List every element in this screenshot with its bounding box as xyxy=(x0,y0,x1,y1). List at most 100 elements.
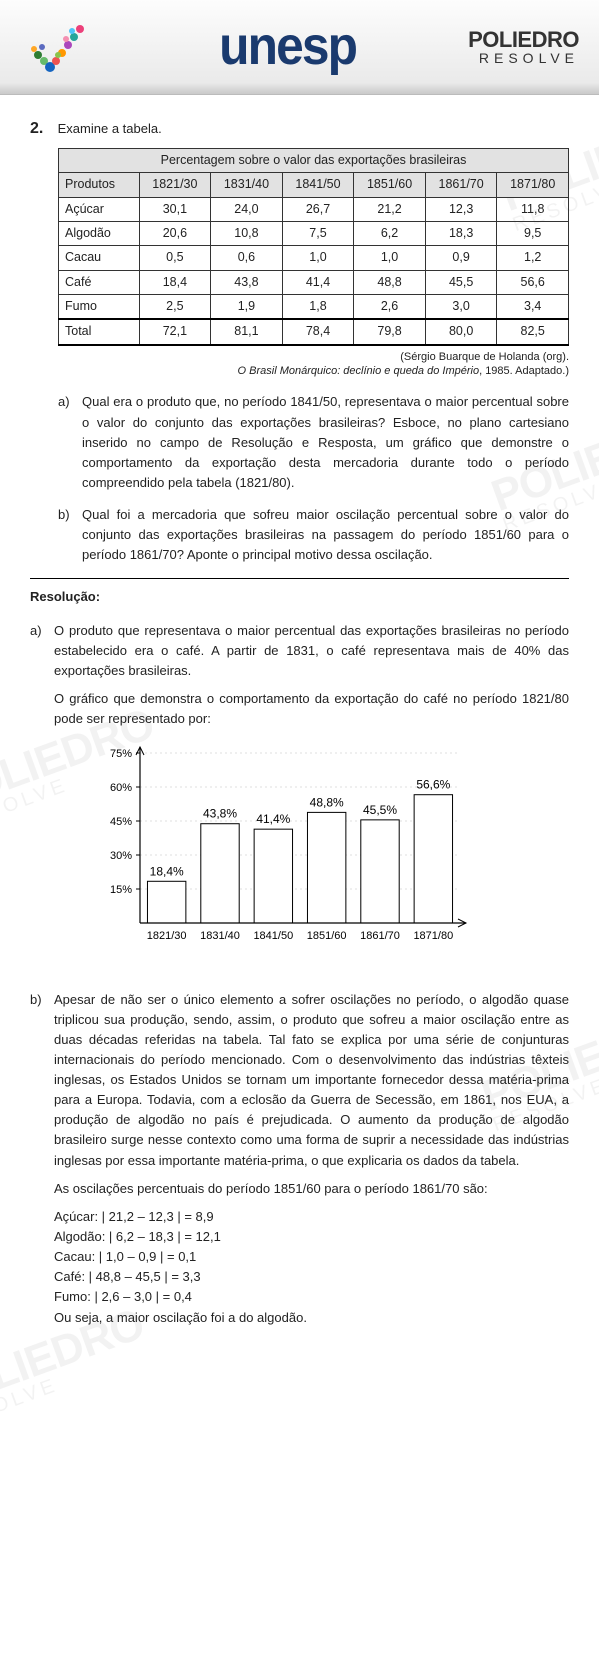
table-cell: 80,0 xyxy=(425,319,497,344)
svg-text:1841/50: 1841/50 xyxy=(253,930,293,942)
table-cell: 0,6 xyxy=(211,246,283,270)
svg-text:45%: 45% xyxy=(110,816,132,828)
table-cell: 45,5 xyxy=(425,270,497,294)
data-table: Percentagem sobre o valor das exportaçõe… xyxy=(58,148,569,346)
brand-main: unesp xyxy=(139,5,428,89)
calc-line: Algodão: | 6,2 – 18,3 | = 12,1 xyxy=(54,1227,569,1247)
svg-text:75%: 75% xyxy=(110,748,132,760)
separator xyxy=(30,578,569,579)
svg-text:56,6%: 56,6% xyxy=(416,778,450,792)
part-text: Qual era o produto que, no período 1841/… xyxy=(82,392,569,493)
svg-text:15%: 15% xyxy=(110,884,132,896)
svg-text:30%: 30% xyxy=(110,850,132,862)
table-cell: 20,6 xyxy=(139,221,211,245)
table-row: Cacau0,50,61,01,00,91,2 xyxy=(59,246,569,270)
calc-lines: Açúcar: | 21,2 – 12,3 | = 8,9Algodão: | … xyxy=(54,1207,569,1308)
calc-line: Fumo: | 2,6 – 3,0 | = 0,4 xyxy=(54,1287,569,1307)
source-line1: (Sérgio Buarque de Holanda (org). xyxy=(400,351,569,363)
source-rest: , 1985. Adaptado.) xyxy=(479,365,569,377)
table-row-total: Total72,181,178,479,880,082,5 xyxy=(59,319,569,344)
table-cell: 2,6 xyxy=(354,295,426,320)
table-head-cell: 1821/30 xyxy=(139,173,211,197)
part-label: b) xyxy=(58,505,82,565)
answer-part-a: a) O produto que representava o maior pe… xyxy=(30,621,569,976)
table-head-cell: 1851/60 xyxy=(354,173,426,197)
table-caption: Percentagem sobre o valor das exportaçõe… xyxy=(59,148,569,172)
resolution-heading: Resolução: xyxy=(30,587,569,607)
svg-text:48,8%: 48,8% xyxy=(310,796,344,810)
question-number: 2. xyxy=(30,117,54,142)
table-cell: Algodão xyxy=(59,221,140,245)
table-row: Algodão20,610,87,56,218,39,5 xyxy=(59,221,569,245)
part-text: Qual foi a mercadoria que sofreu maior o… xyxy=(82,505,569,565)
table-cell: 78,4 xyxy=(282,319,354,344)
svg-text:43,8%: 43,8% xyxy=(203,807,237,821)
svg-text:18,4%: 18,4% xyxy=(150,865,184,879)
table-source: (Sérgio Buarque de Holanda (org). O Bras… xyxy=(58,350,569,379)
question-part-b: b) Qual foi a mercadoria que sofreu maio… xyxy=(58,505,569,565)
table-cell: 1,8 xyxy=(282,295,354,320)
table-cell: 11,8 xyxy=(497,197,569,221)
table-cell: Cacau xyxy=(59,246,140,270)
table-cell: 56,6 xyxy=(497,270,569,294)
svg-text:1851/60: 1851/60 xyxy=(307,930,347,942)
part-label: b) xyxy=(30,990,54,1336)
svg-text:1821/30: 1821/30 xyxy=(147,930,187,942)
table-cell: 10,8 xyxy=(211,221,283,245)
table-cell: Fumo xyxy=(59,295,140,320)
answer-a-p2: O gráfico que demonstra o comportamento … xyxy=(54,689,569,729)
source-title: O Brasil Monárquico: declínio e queda do… xyxy=(238,365,480,377)
brand-right-line1: POLIEDRO xyxy=(468,29,579,51)
brand-right-line2: RESOLVE xyxy=(468,51,579,65)
table-head-cell: 1861/70 xyxy=(425,173,497,197)
table-cell: 21,2 xyxy=(354,197,426,221)
table-cell: 41,4 xyxy=(282,270,354,294)
table-cell: 81,1 xyxy=(211,319,283,344)
svg-text:1861/70: 1861/70 xyxy=(360,930,400,942)
question-part-a: a) Qual era o produto que, no período 18… xyxy=(58,392,569,493)
table-cell: 72,1 xyxy=(139,319,211,344)
calc-line: Açúcar: | 21,2 – 12,3 | = 8,9 xyxy=(54,1207,569,1227)
table-cell: 2,5 xyxy=(139,295,211,320)
table-cell: 9,5 xyxy=(497,221,569,245)
table-cell: 0,5 xyxy=(139,246,211,270)
table-head-cell: Produtos xyxy=(59,173,140,197)
table-row: Açúcar30,124,026,721,212,311,8 xyxy=(59,197,569,221)
answer-b-p1: Apesar de não ser o único elemento a sof… xyxy=(54,990,569,1171)
part-label: a) xyxy=(30,621,54,976)
table-row: Fumo2,51,91,82,63,03,4 xyxy=(59,295,569,320)
table-cell: 0,9 xyxy=(425,246,497,270)
table-row: Café18,443,841,448,845,556,6 xyxy=(59,270,569,294)
svg-text:1871/80: 1871/80 xyxy=(413,930,453,942)
svg-text:41,4%: 41,4% xyxy=(256,813,290,827)
table-cell: 1,9 xyxy=(211,295,283,320)
table-cell: 18,3 xyxy=(425,221,497,245)
table-head-cell: 1841/50 xyxy=(282,173,354,197)
logo-check-icon xyxy=(20,17,98,77)
part-label: a) xyxy=(58,392,82,493)
table-head-cell: 1871/80 xyxy=(497,173,569,197)
table-cell: 82,5 xyxy=(497,319,569,344)
table-cell: 12,3 xyxy=(425,197,497,221)
table-cell: 1,2 xyxy=(497,246,569,270)
question-intro: Examine a tabela. xyxy=(58,121,162,136)
table-cell: 24,0 xyxy=(211,197,283,221)
answer-b-conclusion: Ou seja, a maior oscilação foi a do algo… xyxy=(54,1308,569,1328)
table-cell: 18,4 xyxy=(139,270,211,294)
svg-text:45,5%: 45,5% xyxy=(363,803,397,817)
table-head-cell: 1831/40 xyxy=(211,173,283,197)
calc-line: Café: | 48,8 – 45,5 | = 3,3 xyxy=(54,1267,569,1287)
table-cell: 3,4 xyxy=(497,295,569,320)
table-cell: 48,8 xyxy=(354,270,426,294)
table-cell: 7,5 xyxy=(282,221,354,245)
table-cell: 1,0 xyxy=(282,246,354,270)
table-cell: 30,1 xyxy=(139,197,211,221)
brand-right: POLIEDRO RESOLVE xyxy=(468,29,579,65)
table-cell: Açúcar xyxy=(59,197,140,221)
svg-text:60%: 60% xyxy=(110,782,132,794)
page-header: unesp POLIEDRO RESOLVE xyxy=(0,0,599,95)
answer-b-p2: As oscilações percentuais do período 185… xyxy=(54,1179,569,1199)
table-cell: 43,8 xyxy=(211,270,283,294)
answer-part-b: b) Apesar de não ser o único elemento a … xyxy=(30,990,569,1336)
table-cell: 6,2 xyxy=(354,221,426,245)
